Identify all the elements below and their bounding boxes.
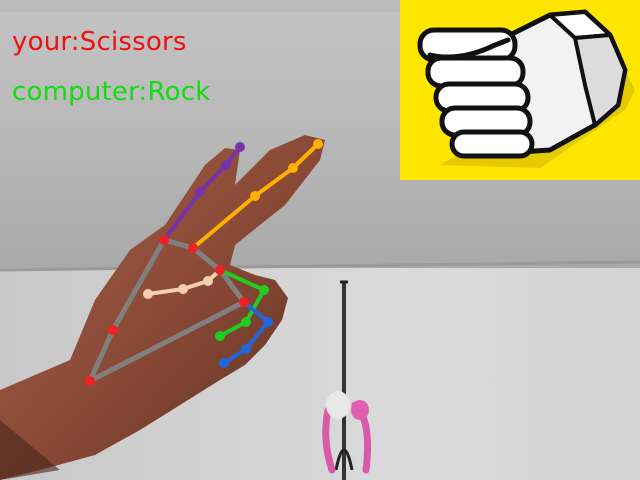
curled-finger-blue-line [222,300,270,365]
index-finger-line [191,142,320,250]
player-choice-label: your:Scissors [12,27,187,57]
index-joint [288,163,298,173]
rock-fist-icon [417,9,635,168]
palm-joint [215,265,225,275]
palm-joint [85,376,95,386]
inner-joint [203,276,213,286]
computer-choice-label: computer:Rock [12,77,210,107]
index-joint [250,191,260,201]
palm-joint [108,325,118,335]
stand-pole [322,280,372,480]
blue-joint [219,358,229,368]
palm-joint [188,243,198,253]
inner-joint [178,284,188,294]
middle-joint [221,160,231,170]
blue-joint [241,344,251,354]
computer-prefix: computer: [12,77,148,107]
index-joint [313,139,323,149]
palm-joint [159,235,169,245]
inner-finger-line [147,268,222,296]
inner-joint [143,289,153,299]
player-choice-value: Scissors [79,27,187,57]
computer-choice-value: Rock [147,77,211,107]
hand-landmark-skeleton [85,139,323,386]
green-joint [241,317,251,327]
hand-silhouette [0,135,325,480]
palm-joint [239,297,249,307]
middle-joint [195,187,205,197]
player-prefix: your: [12,27,80,57]
middle-joint [235,142,245,152]
green-joint [215,331,225,341]
middle-finger-line [162,145,242,242]
computer-gesture-panel [400,0,640,180]
curled-finger-green-line [219,268,266,338]
blue-joint [263,317,273,327]
green-joint [259,285,269,295]
